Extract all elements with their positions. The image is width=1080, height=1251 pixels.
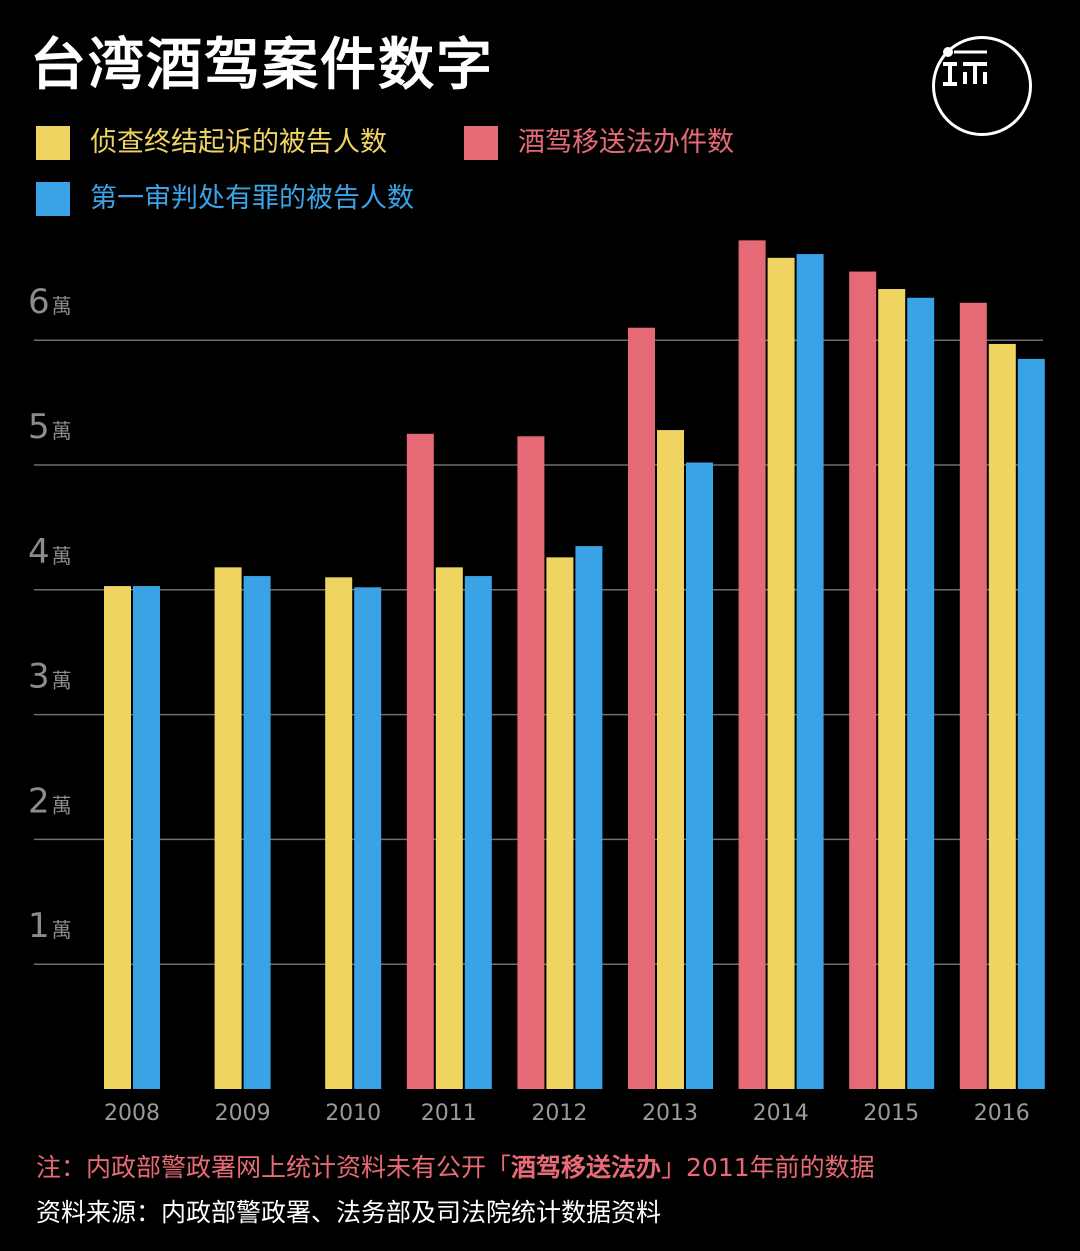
bar [325, 577, 353, 1089]
bar [686, 462, 713, 1089]
legend-swatch-red [464, 126, 498, 160]
legend-label-referred: 酒驾移送法办件数 [518, 127, 734, 158]
x-tick-label: 2008 [104, 1101, 160, 1126]
x-tick-label: 2015 [863, 1101, 919, 1126]
legend-label-indicted: 侦查终结起诉的被告人数 [90, 127, 387, 158]
footnote-prefix: 注：内政部警政署网上统计资料未有公开「 [36, 1153, 512, 1182]
footnote: 注：内政部警政署网上统计资料未有公开「酒驾移送法办」2011年前的数据 [36, 1151, 875, 1185]
bar [435, 567, 463, 1089]
bar [878, 289, 906, 1090]
legend-item-referred: 酒驾移送法办件数 [464, 125, 734, 161]
x-tick-label: 2009 [215, 1101, 271, 1126]
x-tick-label: 2011 [421, 1101, 477, 1126]
legend-label-convicted: 第一审判处有罪的被告人数 [90, 183, 414, 214]
footnote-highlight: 酒驾移送法办 [511, 1153, 662, 1182]
bar [133, 586, 160, 1089]
bar [988, 343, 1016, 1090]
bar [464, 576, 492, 1089]
footnote-suffix: 」2011年前的数据 [661, 1153, 875, 1182]
bar [657, 430, 684, 1089]
bar [104, 586, 131, 1089]
bar-chart: 1 萬 2 萬 3 萬 4 萬 5 萬 6 萬 2008 2009 2010 2011 2012 2013 2014… [28, 240, 1045, 1126]
bar [767, 257, 795, 1089]
x-tick-label: 2010 [325, 1101, 381, 1126]
bar [243, 576, 271, 1089]
data-source: 资料来源：内政部警政署、法务部及司法院统计数据资料 [36, 1198, 662, 1227]
bar [849, 271, 877, 1089]
legend-item-convicted: 第一审判处有罪的被告人数 [36, 181, 414, 217]
bar [628, 327, 655, 1090]
chart-title: 台湾酒驾案件数字 [30, 33, 494, 98]
bar [214, 567, 242, 1089]
bar [406, 433, 434, 1089]
bar [959, 302, 987, 1089]
x-tick-label: 2013 [642, 1101, 698, 1126]
bar [1017, 358, 1045, 1089]
legend-swatch-blue [36, 182, 70, 216]
bar [546, 557, 574, 1089]
x-tick-label: 2012 [531, 1101, 587, 1126]
legend-swatch-yellow [36, 126, 70, 160]
bar [907, 297, 935, 1089]
bar [738, 240, 766, 1090]
bar [354, 587, 382, 1089]
bar [575, 546, 603, 1089]
legend-item-indicted: 侦查终结起诉的被告人数 [36, 125, 387, 161]
bar [517, 436, 545, 1089]
x-tick-label: 2014 [753, 1101, 809, 1126]
brand-logo [932, 36, 1032, 136]
x-tick-label: 2016 [974, 1101, 1030, 1126]
bar [796, 254, 824, 1089]
